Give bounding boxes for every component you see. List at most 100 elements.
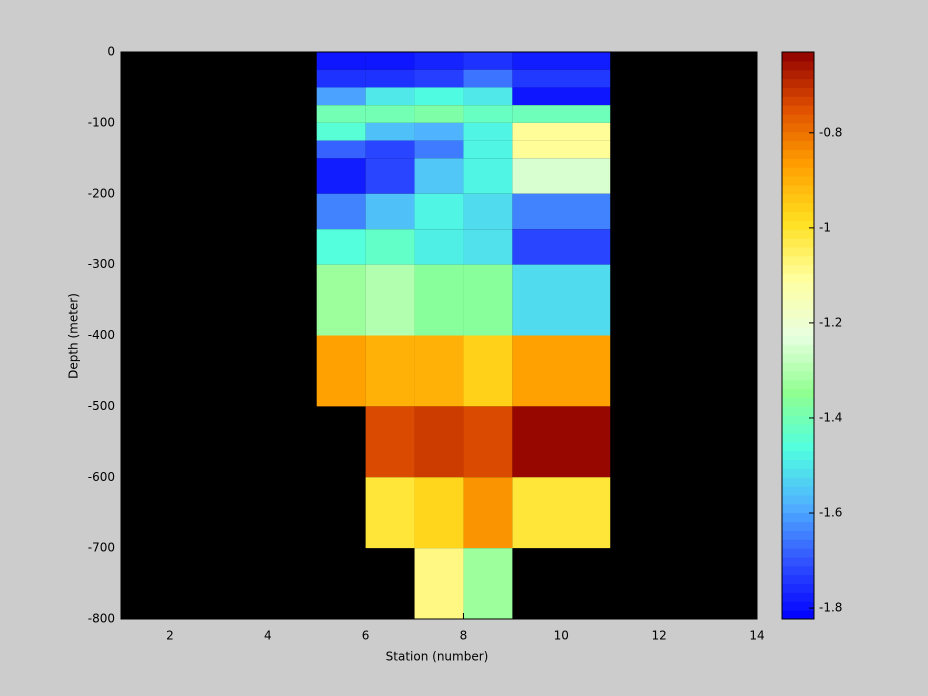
y-tick-label: -500 bbox=[88, 399, 115, 413]
colorbar-band bbox=[782, 87, 814, 97]
colorbar-band bbox=[782, 574, 814, 585]
y-axis-label: Depth (meter) bbox=[67, 293, 81, 379]
heatmap-cell bbox=[512, 122, 611, 141]
x-axis-label: Station (number) bbox=[386, 650, 489, 664]
x-tick-label: 14 bbox=[749, 629, 764, 643]
heatmap-cell bbox=[414, 52, 464, 70]
heatmap-cell bbox=[365, 264, 415, 336]
heatmap-cell bbox=[414, 69, 464, 88]
x-tick-label: 4 bbox=[264, 629, 272, 643]
colorbar-band bbox=[782, 388, 814, 399]
heatmap-cell bbox=[414, 406, 464, 478]
colorbar-band bbox=[782, 450, 814, 461]
colorbar-band bbox=[782, 432, 814, 443]
heatmap-cell bbox=[512, 105, 611, 123]
colorbar-band bbox=[782, 149, 814, 159]
colorbar-band bbox=[782, 415, 814, 425]
colorbar-band bbox=[782, 167, 814, 177]
colorbar-band bbox=[782, 468, 814, 478]
colorbar-band bbox=[782, 140, 814, 150]
colorbar-band bbox=[782, 184, 814, 195]
heatmap-cell bbox=[463, 193, 513, 230]
heatmap-cell bbox=[414, 105, 464, 123]
colorbar-band bbox=[782, 477, 814, 487]
heatmap-cell bbox=[316, 69, 366, 88]
colorbar-band bbox=[782, 521, 814, 531]
colorbar-band bbox=[782, 69, 814, 80]
heatmap-cell bbox=[365, 140, 415, 159]
heatmap-cell bbox=[414, 229, 464, 265]
heatmap-cell bbox=[414, 140, 464, 159]
colorbar-band bbox=[782, 583, 814, 593]
colorbar-band bbox=[782, 193, 814, 204]
heatmap-cell bbox=[512, 140, 611, 159]
x-tick-label: 10 bbox=[554, 629, 569, 643]
x-tick-label: 6 bbox=[362, 629, 370, 643]
heatmap-cell bbox=[414, 193, 464, 230]
y-tick-label: -800 bbox=[88, 612, 115, 626]
heatmap-cell bbox=[414, 87, 464, 106]
colorbar-band bbox=[782, 379, 814, 390]
colorbar-band bbox=[782, 246, 814, 257]
heatmap-cell bbox=[365, 335, 415, 407]
colorbar-band bbox=[782, 565, 814, 576]
heatmap-cell bbox=[463, 264, 513, 336]
heatmap-cell bbox=[365, 87, 415, 106]
heatmap-cell bbox=[463, 122, 513, 141]
heatmap-cell bbox=[463, 548, 513, 619]
heatmap-cell bbox=[463, 335, 513, 407]
y-tick-label: -100 bbox=[88, 115, 115, 129]
heatmap-cell bbox=[316, 229, 366, 265]
colorbar-band bbox=[782, 424, 814, 434]
colorbar-band bbox=[782, 397, 814, 407]
heatmap-cell bbox=[463, 87, 513, 106]
heatmap-cell bbox=[414, 548, 464, 619]
colorbar-tick-label: -0.8 bbox=[819, 125, 842, 139]
heatmap-cell bbox=[512, 477, 611, 549]
colorbar-band bbox=[782, 539, 814, 549]
heatmap-cell bbox=[463, 69, 513, 88]
heatmap-cell bbox=[463, 105, 513, 123]
colorbar-band bbox=[782, 441, 814, 452]
colorbar-band bbox=[782, 122, 814, 133]
heatmap-cell bbox=[365, 52, 415, 70]
colorbar-band bbox=[782, 308, 814, 319]
heatmap-cell bbox=[316, 87, 366, 106]
colorbar-band bbox=[782, 530, 814, 540]
heatmap-cell bbox=[512, 193, 611, 230]
colorbar-band bbox=[782, 158, 814, 168]
colorbar-band bbox=[782, 78, 814, 88]
colorbar-band bbox=[782, 610, 814, 620]
heatmap-cell bbox=[463, 477, 513, 549]
colorbar-band bbox=[782, 220, 814, 230]
y-tick-label: -400 bbox=[88, 328, 115, 342]
colorbar-band bbox=[782, 362, 814, 372]
heatmap-cell bbox=[365, 477, 415, 549]
heatmap-cell bbox=[414, 477, 464, 549]
heatmap-cell bbox=[316, 264, 366, 336]
colorbar-band bbox=[782, 548, 814, 558]
colorbar-band bbox=[782, 229, 814, 239]
heatmap-cell bbox=[512, 52, 611, 70]
heatmap-cell bbox=[463, 158, 513, 194]
y-tick-label: -300 bbox=[88, 257, 115, 271]
x-tick-label: 2 bbox=[166, 629, 174, 643]
heatmap-cell bbox=[512, 229, 611, 265]
colorbar-band bbox=[782, 344, 814, 354]
heatmap-cell bbox=[414, 158, 464, 194]
heatmap-cell bbox=[316, 140, 366, 159]
colorbar-band bbox=[782, 131, 814, 142]
y-tick-label: -200 bbox=[88, 186, 115, 200]
heatmap-cell bbox=[512, 264, 611, 336]
heatmap-cell bbox=[463, 52, 513, 70]
heatmap-cell bbox=[316, 105, 366, 123]
colorbar-band bbox=[782, 317, 814, 328]
colorbar-tick-label: -1 bbox=[819, 220, 831, 234]
heatmap-cell bbox=[316, 122, 366, 141]
colorbar-band bbox=[782, 114, 814, 124]
heatmap-cell bbox=[414, 122, 464, 141]
colorbar-band bbox=[782, 601, 814, 611]
colorbar-band bbox=[782, 60, 814, 71]
colorbar-band bbox=[782, 291, 814, 301]
